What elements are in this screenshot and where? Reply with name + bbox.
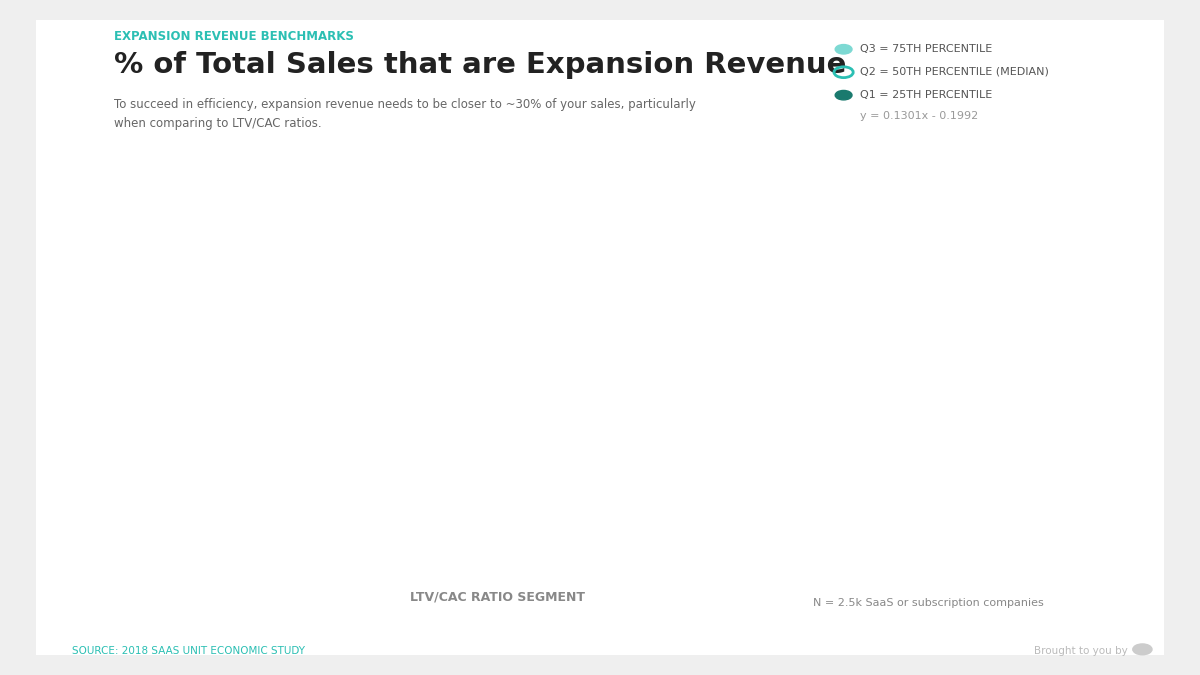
Point bbox=[227, 493, 246, 504]
Text: To succeed in efficiency, expansion revenue needs to be closer to ~30% of your s: To succeed in efficiency, expansion reve… bbox=[114, 98, 696, 130]
Text: 19.08%: 19.08% bbox=[482, 406, 526, 416]
Point bbox=[227, 440, 246, 451]
FancyBboxPatch shape bbox=[438, 572, 744, 629]
Text: % of Total Sales that are Expansion Revenue: % of Total Sales that are Expansion Reve… bbox=[114, 51, 846, 78]
Text: y = 0.1301x - 0.1992: y = 0.1301x - 0.1992 bbox=[860, 111, 979, 121]
Text: CLICK TO SHARE: CLICK TO SHARE bbox=[503, 594, 618, 607]
Text: Q1 = 25TH PERCENTILE: Q1 = 25TH PERCENTILE bbox=[860, 90, 992, 100]
Text: N: N bbox=[947, 307, 955, 317]
Circle shape bbox=[884, 276, 1018, 409]
Text: Q3 = 75TH PERCENTILE: Q3 = 75TH PERCENTILE bbox=[860, 44, 992, 54]
Text: in: in bbox=[671, 591, 695, 610]
Text: N = 2.5k SaaS or subscription companies: N = 2.5k SaaS or subscription companies bbox=[814, 597, 1044, 608]
Text: 32.14%: 32.14% bbox=[715, 318, 757, 328]
Point bbox=[460, 406, 479, 416]
Point bbox=[460, 335, 479, 346]
Text: LTV/CAC RATIO SEGMENT: LTV/CAC RATIO SEGMENT bbox=[410, 591, 586, 604]
Text: 6.12%: 6.12% bbox=[251, 493, 286, 504]
Point bbox=[691, 234, 710, 245]
Point bbox=[460, 427, 479, 437]
Y-axis label: % OF REVENUE FROM EXPANSION: % OF REVENUE FROM EXPANSION bbox=[70, 277, 79, 452]
Point bbox=[227, 440, 246, 451]
Point bbox=[691, 352, 710, 363]
Text: Brought to you by: Brought to you by bbox=[1034, 646, 1128, 656]
Circle shape bbox=[996, 338, 1093, 435]
Text: Q2 = 50TH PERCENTILE (MEDIAN): Q2 = 50TH PERCENTILE (MEDIAN) bbox=[860, 67, 1049, 77]
Text: SOURCE: 2018 SAAS UNIT ECONOMIC STUDY: SOURCE: 2018 SAAS UNIT ECONOMIC STUDY bbox=[72, 646, 305, 656]
Point bbox=[691, 318, 710, 329]
Text: EXPANSION REVENUE BENCHMARKS: EXPANSION REVENUE BENCHMARKS bbox=[114, 30, 354, 43]
Text: R2: R2 bbox=[1038, 355, 1051, 365]
Text: 2.5k: 2.5k bbox=[912, 335, 990, 367]
Text: 1: 1 bbox=[1033, 381, 1056, 412]
